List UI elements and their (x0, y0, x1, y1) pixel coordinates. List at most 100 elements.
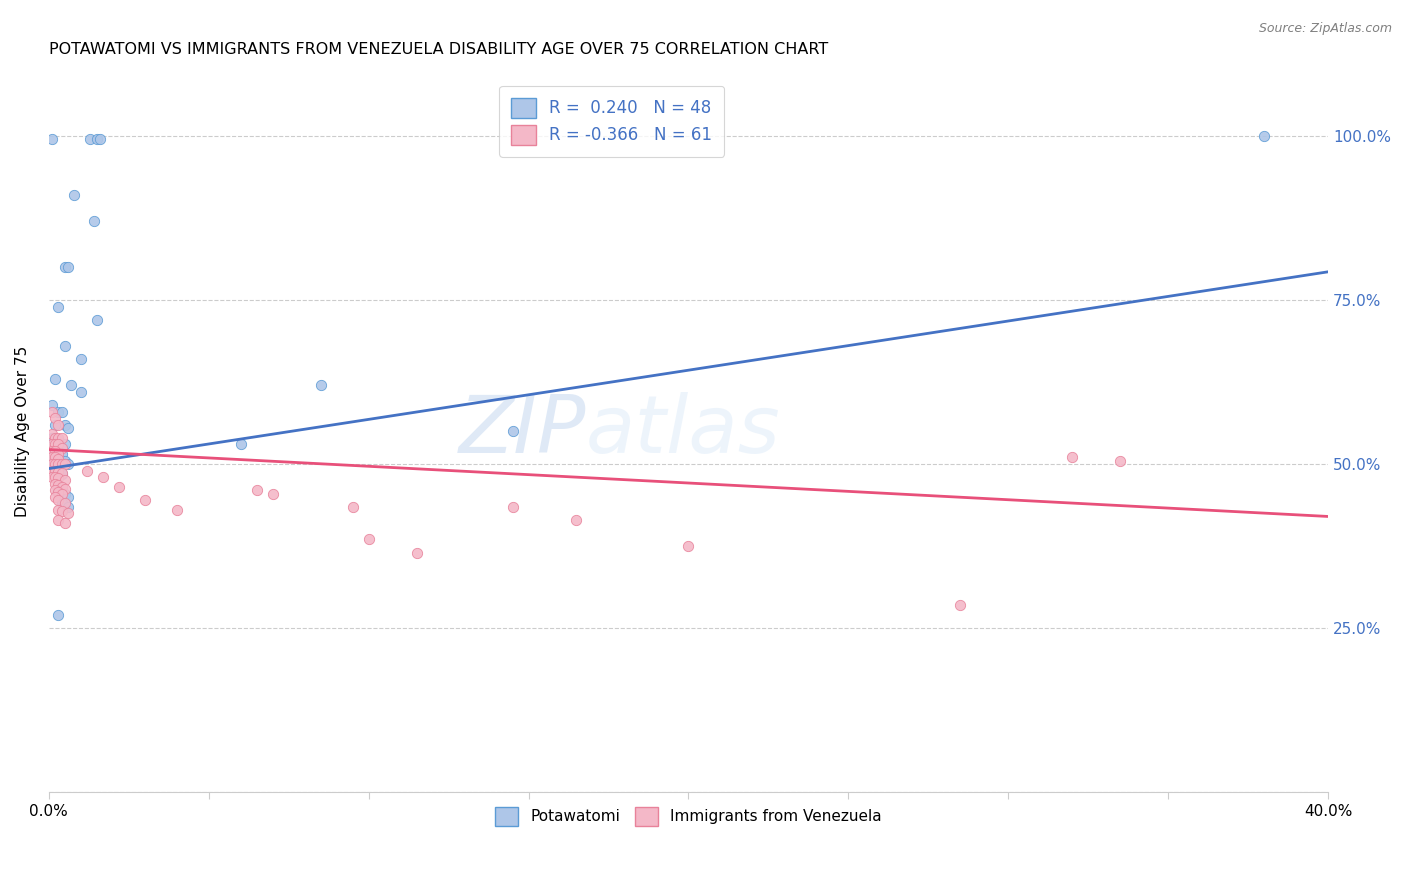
Point (53, 486, 76, 500)
Point (46, 513, 69, 527)
Point (51, 466, 73, 480)
Point (44, 464, 66, 478)
Point (46, 484, 69, 499)
Point (41, 398, 63, 412)
Point (46, 478, 69, 492)
Point (44, 447, 66, 461)
Point (44, 450, 66, 465)
Point (60, 378, 83, 392)
Point (166, 503, 188, 517)
Point (76, 464, 98, 478)
Point (44, 372, 66, 386)
Point (46, 434, 69, 448)
Point (949, 598, 972, 612)
Point (44, 437, 66, 451)
Point (342, 500, 364, 514)
Point (246, 483, 269, 498)
Point (405, 545, 427, 559)
Point (46, 451, 69, 466)
Point (41, 450, 63, 465)
Point (44, 476, 66, 491)
Point (56, 457, 79, 471)
Point (41, 443, 63, 458)
Point (41, 427, 63, 442)
Point (53, 437, 76, 451)
Point (44, 411, 66, 425)
Point (41, 404, 63, 418)
Point (89, 132, 111, 146)
Point (44, 483, 66, 498)
Point (46, 471, 69, 485)
Point (44, 431, 66, 445)
Point (46, 437, 69, 451)
Point (1109, 453, 1132, 467)
Text: atlas: atlas (586, 392, 780, 470)
Point (56, 260, 79, 275)
Point (46, 457, 69, 471)
Point (53, 260, 76, 275)
Point (56, 421, 79, 435)
Text: POTAWATOMI VS IMMIGRANTS FROM VENEZUELA DISABILITY AGE OVER 75 CORRELATION CHART: POTAWATOMI VS IMMIGRANTS FROM VENEZUELA … (49, 42, 828, 57)
Point (69, 352, 91, 367)
Point (51, 504, 73, 518)
Legend: Potawatomi, Immigrants from Venezuela: Potawatomi, Immigrants from Venezuela (485, 797, 891, 835)
Point (44, 457, 66, 471)
Point (51, 441, 73, 455)
Point (309, 378, 332, 392)
Point (46, 431, 69, 445)
Point (44, 464, 66, 478)
Point (46, 453, 69, 467)
Point (229, 437, 252, 451)
Point (51, 457, 73, 471)
Point (51, 486, 73, 500)
Point (41, 450, 63, 465)
Point (44, 417, 66, 432)
Point (51, 431, 73, 445)
Point (53, 516, 76, 530)
Text: Source: ZipAtlas.com: Source: ZipAtlas.com (1258, 22, 1392, 36)
Point (44, 470, 66, 484)
Point (53, 496, 76, 510)
Point (41, 457, 63, 471)
Point (51, 480, 73, 494)
Point (51, 447, 73, 461)
Y-axis label: Disability Age Over 75: Disability Age Over 75 (15, 345, 30, 516)
Point (53, 457, 76, 471)
Point (56, 500, 79, 514)
Point (41, 457, 63, 471)
Point (69, 384, 91, 399)
Point (41, 431, 63, 445)
Text: ZIP: ZIP (458, 392, 586, 470)
Point (46, 447, 69, 461)
Point (678, 539, 700, 553)
Point (51, 467, 73, 481)
Point (46, 607, 69, 622)
Point (262, 486, 284, 500)
Point (63, 188, 86, 202)
Point (1253, 128, 1275, 143)
Point (565, 513, 588, 527)
Point (51, 457, 73, 471)
Point (357, 533, 380, 547)
Point (46, 493, 69, 508)
Point (56, 506, 79, 520)
Point (44, 490, 66, 504)
Point (44, 453, 66, 467)
Point (86, 132, 108, 146)
Point (53, 482, 76, 496)
Point (44, 443, 66, 458)
Point (51, 496, 73, 510)
Point (46, 503, 69, 517)
Point (46, 457, 69, 471)
Point (502, 500, 524, 514)
Point (41, 437, 63, 451)
Point (108, 480, 131, 494)
Point (41, 464, 63, 478)
Point (51, 404, 73, 418)
Point (56, 490, 79, 504)
Point (46, 300, 69, 314)
Point (53, 417, 76, 432)
Point (1062, 450, 1084, 465)
Point (91, 470, 114, 484)
Point (134, 493, 156, 508)
